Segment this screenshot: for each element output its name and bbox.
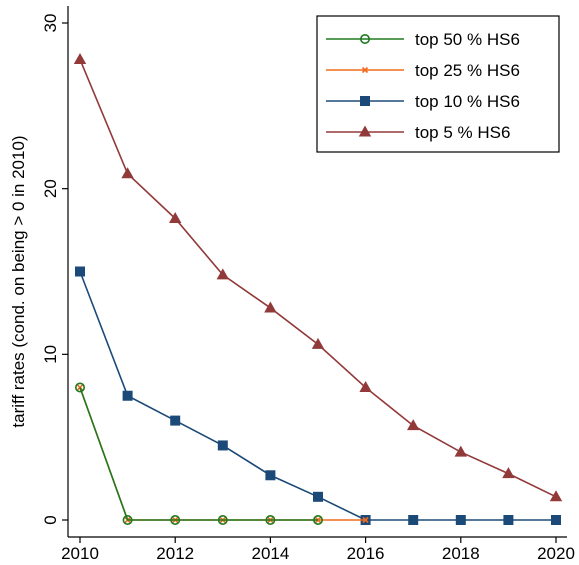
legend-label: top 10 % HS6 — [415, 92, 520, 111]
data-point — [73, 52, 87, 64]
data-point — [216, 268, 229, 280]
series-line — [79, 271, 556, 521]
data-point — [359, 380, 372, 392]
legend-label: top 25 % HS6 — [415, 61, 520, 80]
series-top-10-hs6 — [75, 266, 561, 525]
data-point — [502, 467, 515, 479]
y-tick-label: 30 — [41, 14, 60, 33]
y-tick-label: 20 — [41, 179, 60, 198]
legend-label: top 5 % HS6 — [415, 123, 510, 142]
x-tick-label: 2012 — [156, 544, 194, 563]
data-point — [455, 515, 466, 525]
legend-item-top-50-hs6: top 50 % HS6 — [326, 30, 520, 49]
data-point — [311, 337, 325, 349]
x-tick-label: 2020 — [537, 544, 575, 563]
data-point — [265, 470, 276, 481]
data-point — [503, 515, 514, 525]
y-tick-label: 10 — [41, 345, 60, 364]
data-point — [362, 516, 369, 524]
data-point — [122, 514, 133, 525]
data-point — [217, 514, 228, 525]
series-top-5-hs6 — [73, 52, 563, 502]
x-tick-label: 2010 — [61, 544, 99, 563]
data-point — [122, 390, 133, 401]
data-point — [312, 514, 323, 525]
series-line — [79, 387, 318, 521]
data-point — [170, 415, 181, 426]
legend-item-top-5-hs6: top 5 % HS6 — [326, 123, 510, 142]
series-layer — [73, 52, 563, 525]
legend-label: top 50 % HS6 — [415, 30, 520, 49]
data-point — [170, 514, 181, 525]
legend-marker — [358, 125, 372, 137]
data-point — [264, 301, 277, 313]
data-point — [75, 382, 86, 393]
series-top-50-hs6 — [75, 382, 323, 525]
data-point — [549, 490, 563, 502]
legend-marker — [360, 96, 370, 106]
legend-marker — [359, 33, 370, 44]
legend-item-top-10-hs6: top 10 % HS6 — [326, 92, 520, 111]
data-point — [408, 515, 419, 525]
data-point — [265, 514, 276, 525]
x-tick-label: 2016 — [347, 544, 385, 563]
data-point — [313, 491, 323, 502]
legend-item-top-25-hs6: top 25 % HS6 — [326, 61, 520, 80]
data-point — [121, 167, 134, 179]
y-axis-title-group: tariff rates (cond. on being > 0 in 2010… — [9, 135, 28, 427]
data-point — [217, 440, 228, 451]
y-axis-title: tariff rates (cond. on being > 0 in 2010… — [9, 135, 28, 427]
data-point — [454, 445, 467, 457]
x-tick-label: 2014 — [251, 544, 289, 563]
legend: top 50 % HS6 top 25 % HS6 top 10 % HS6 top … — [316, 15, 560, 153]
x-tick-label: 2018 — [442, 544, 480, 563]
data-point — [551, 515, 561, 525]
legend-marker — [361, 66, 369, 74]
data-point — [169, 211, 182, 223]
axes: 0 10 20 30 2010 2012 2014 2016 2018 2020 — [41, 6, 575, 563]
data-point — [75, 266, 85, 277]
data-point — [407, 419, 420, 431]
y-tick-label: 0 — [41, 515, 60, 524]
